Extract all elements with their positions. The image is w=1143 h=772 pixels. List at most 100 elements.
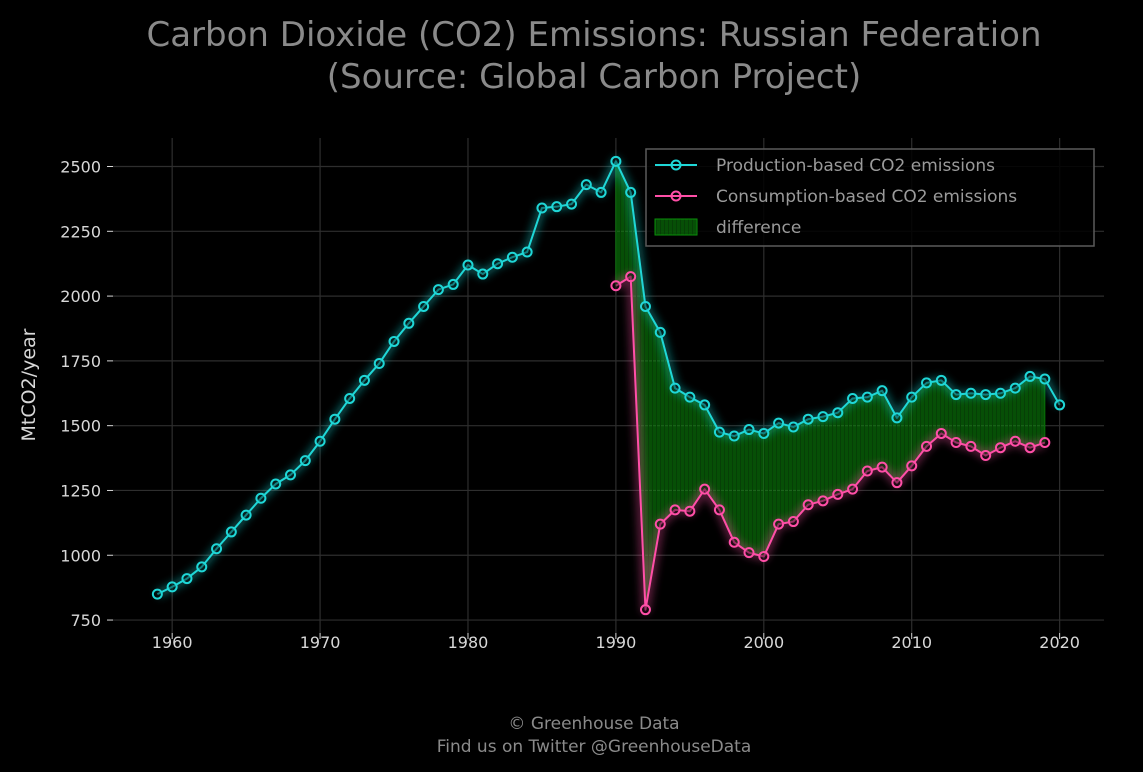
data-point-production xyxy=(861,391,873,403)
data-point-consumption xyxy=(758,551,770,563)
data-point-production xyxy=(566,198,578,210)
data-point-production xyxy=(506,251,518,263)
y-tick-label: 2250 xyxy=(60,222,101,241)
data-point-production xyxy=(758,427,770,439)
data-point-production xyxy=(492,258,504,270)
plot-area xyxy=(151,155,1066,616)
data-point-production xyxy=(284,469,296,481)
y-axis: 750 1000 1250 1500 1750 2000 2250 2500 xyxy=(60,158,113,630)
data-point-production xyxy=(684,391,696,403)
data-point-production xyxy=(921,377,933,389)
data-point-production xyxy=(521,246,533,258)
footer-copyright: © Greenhouse Data xyxy=(508,714,679,734)
legend-label-consumption: Consumption-based CO2 emissions xyxy=(716,187,1017,207)
data-point-production xyxy=(1039,373,1051,385)
y-tick-label: 1500 xyxy=(60,417,101,436)
data-point-consumption xyxy=(994,442,1006,454)
data-point-consumption xyxy=(950,437,962,449)
x-tick-label: 1960 xyxy=(152,633,193,652)
data-point-production xyxy=(625,186,637,198)
x-tick-label: 2020 xyxy=(1039,633,1080,652)
x-axis: 1960 1970 1980 1990 2000 2010 2020 xyxy=(152,633,1080,652)
data-point-production xyxy=(462,259,474,271)
data-point-production xyxy=(477,268,489,280)
legend-label-difference: difference xyxy=(716,218,801,238)
data-point-production xyxy=(802,413,814,425)
x-tick-label: 1970 xyxy=(300,633,341,652)
data-point-production xyxy=(965,387,977,399)
series-line-consumption xyxy=(615,275,1046,611)
data-point-production xyxy=(994,387,1006,399)
x-tick-label: 1990 xyxy=(596,633,637,652)
data-point-consumption xyxy=(713,504,725,516)
data-point-production xyxy=(373,357,385,369)
data-point-production xyxy=(181,573,193,585)
data-point-production xyxy=(773,417,785,429)
data-point-production xyxy=(536,202,548,214)
data-point-production xyxy=(1054,399,1066,411)
data-point-production xyxy=(817,411,829,423)
data-point-consumption xyxy=(980,449,992,461)
data-point-production xyxy=(713,426,725,438)
data-point-consumption xyxy=(802,499,814,511)
data-point-production xyxy=(610,155,622,167)
data-point-consumption xyxy=(832,488,844,500)
data-point-production xyxy=(832,407,844,419)
chart-title-line2: (Source: Global Carbon Project) xyxy=(327,57,861,97)
data-point-production xyxy=(418,300,430,312)
y-axis-label: MtCO2/year xyxy=(18,328,40,441)
data-point-production xyxy=(151,588,163,600)
data-point-production xyxy=(551,201,563,213)
y-tick-label: 2000 xyxy=(60,287,101,306)
data-point-consumption xyxy=(610,280,622,292)
legend-marker-production xyxy=(670,159,682,171)
data-point-production xyxy=(388,335,400,347)
x-tick-label: 1980 xyxy=(448,633,489,652)
y-tick-label: 1000 xyxy=(60,546,101,565)
data-point-production xyxy=(906,391,918,403)
data-point-production xyxy=(299,455,311,467)
data-point-production xyxy=(891,412,903,424)
data-point-consumption xyxy=(876,461,888,473)
data-point-production xyxy=(240,509,252,521)
data-point-production xyxy=(876,385,888,397)
y-tick-label: 1250 xyxy=(60,481,101,500)
data-point-production xyxy=(743,424,755,436)
data-point-consumption xyxy=(1009,435,1021,447)
data-point-consumption xyxy=(891,477,903,489)
legend-swatch-difference xyxy=(654,218,698,236)
data-point-consumption xyxy=(861,465,873,477)
data-point-production xyxy=(787,421,799,433)
data-point-consumption xyxy=(743,547,755,559)
data-point-consumption xyxy=(1024,442,1036,454)
data-point-consumption xyxy=(921,440,933,452)
y-tick-label: 750 xyxy=(70,611,101,630)
y-tick-label: 1750 xyxy=(60,352,101,371)
data-point-production xyxy=(980,389,992,401)
data-point-consumption xyxy=(654,518,666,530)
data-point-production xyxy=(639,300,651,312)
data-point-production xyxy=(447,278,459,290)
data-point-production xyxy=(654,326,666,338)
footer-twitter: Find us on Twitter @GreenhouseData xyxy=(437,737,752,757)
data-point-consumption xyxy=(906,460,918,472)
data-point-consumption xyxy=(1039,437,1051,449)
data-point-consumption xyxy=(699,483,711,495)
y-tick-label: 2500 xyxy=(60,158,101,177)
data-point-production xyxy=(314,435,326,447)
data-point-production xyxy=(358,374,370,386)
data-point-consumption xyxy=(787,516,799,528)
x-tick-label: 2010 xyxy=(891,633,932,652)
data-point-production xyxy=(196,561,208,573)
data-point-consumption xyxy=(684,505,696,517)
data-point-production xyxy=(728,430,740,442)
data-point-production xyxy=(1024,370,1036,382)
data-point-production xyxy=(1009,382,1021,394)
x-tick-label: 2000 xyxy=(743,633,784,652)
data-point-production xyxy=(225,526,237,538)
data-point-consumption xyxy=(728,536,740,548)
data-point-production xyxy=(950,389,962,401)
data-point-production xyxy=(432,284,444,296)
data-point-production xyxy=(403,317,415,329)
